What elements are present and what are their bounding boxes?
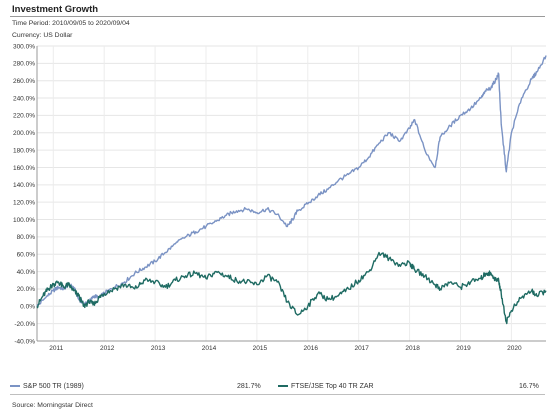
legend-value-sp500: 281.7% bbox=[237, 383, 261, 390]
y-tick-label: 260.0% bbox=[13, 78, 35, 85]
y-tick-label: -40.0% bbox=[14, 338, 35, 345]
footer-divider bbox=[10, 394, 545, 395]
y-tick-label: 240.0% bbox=[13, 95, 35, 102]
x-tick-label: 2011 bbox=[49, 345, 63, 352]
y-tick-label: 100.0% bbox=[13, 217, 35, 224]
legend-swatch-sp500 bbox=[10, 385, 20, 388]
x-tick-label: 2017 bbox=[354, 345, 369, 352]
legend-name-sp500: S&P 500 TR (1989) bbox=[23, 383, 84, 390]
x-tick-label: 2015 bbox=[253, 345, 268, 352]
y-tick-label: 0.0% bbox=[20, 304, 35, 311]
x-tick-label: 2013 bbox=[151, 345, 166, 352]
legend-value-ftse: 16.7% bbox=[519, 383, 539, 390]
x-tick-label: 2016 bbox=[304, 345, 319, 352]
x-tick-label: 2019 bbox=[456, 345, 471, 352]
y-tick-label: 120.0% bbox=[13, 199, 35, 206]
chart-title: Investment Growth bbox=[12, 4, 99, 15]
legend-swatch-ftse bbox=[278, 385, 288, 388]
y-tick-label: 40.0% bbox=[17, 269, 36, 276]
legend-name-ftse: FTSE/JSE Top 40 TR ZAR bbox=[291, 383, 374, 390]
y-tick-label: 160.0% bbox=[13, 165, 35, 172]
y-tick-label: -20.0% bbox=[14, 321, 35, 328]
legend-item-sp500: S&P 500 TR (1989) bbox=[10, 383, 84, 390]
source-note: Source: Morningstar Direct bbox=[12, 402, 93, 409]
y-tick-label: 300.0% bbox=[13, 43, 35, 50]
currency-label: Currency: US Dollar bbox=[12, 32, 73, 39]
x-tick-label: 2014 bbox=[202, 345, 217, 352]
header-divider bbox=[10, 16, 545, 17]
legend-item-ftse: FTSE/JSE Top 40 TR ZAR bbox=[278, 383, 374, 390]
series-line-sp500 bbox=[36, 55, 547, 307]
x-tick-label: 2020 bbox=[507, 345, 522, 352]
y-tick-label: 140.0% bbox=[13, 182, 35, 189]
y-tick-label: 220.0% bbox=[13, 113, 35, 120]
time-period-label: Time Period: 2010/09/05 to 2020/09/04 bbox=[12, 20, 130, 27]
y-tick-label: 80.0% bbox=[17, 234, 36, 241]
y-tick-label: 200.0% bbox=[13, 130, 35, 137]
series-line-ftse bbox=[36, 251, 547, 325]
y-tick-label: 20.0% bbox=[17, 286, 36, 293]
x-tick-label: 2012 bbox=[100, 345, 115, 352]
y-tick-label: 280.0% bbox=[13, 61, 35, 68]
y-tick-label: 60.0% bbox=[17, 252, 36, 259]
x-tick-label: 2018 bbox=[405, 345, 420, 352]
y-tick-label: 180.0% bbox=[13, 147, 35, 154]
